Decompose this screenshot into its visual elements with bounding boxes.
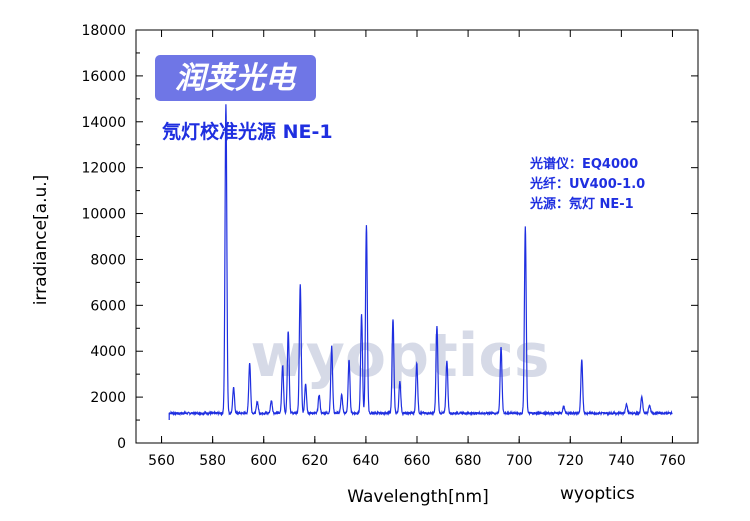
x-tick-label: 640	[353, 453, 380, 469]
x-axis-title: Wavelength[nm]	[347, 487, 488, 507]
x-tick-label: 760	[659, 453, 686, 469]
x-tick-label: 620	[301, 453, 328, 469]
y-tick-label: 2000	[90, 390, 126, 406]
info-line-fiber: 光纤：UV400-1.0	[529, 176, 645, 192]
y-tick-label: 6000	[90, 298, 126, 314]
x-tick-label: 680	[455, 453, 482, 469]
x-tick-label: 660	[404, 453, 431, 469]
y-tick-label: 14000	[81, 115, 126, 131]
y-tick-label: 8000	[90, 252, 126, 268]
x-tick-label: 740	[608, 453, 635, 469]
y-tick-label: 12000	[81, 161, 126, 177]
y-tick-label: 0	[117, 436, 126, 452]
info-line-spectrometer: 光谱仪：EQ4000	[529, 156, 638, 172]
y-tick-label: 4000	[90, 344, 126, 360]
axis-ticks: 560 580 600 620 640 660 680 700 720 740 760 0 2000 40…	[81, 23, 698, 469]
x-tick-label: 720	[557, 453, 584, 469]
info-line-source: 光源：氖灯 NE-1	[529, 196, 634, 212]
y-axis-title: irradiance[a.u.]	[31, 175, 51, 306]
x-tick-label: 600	[250, 453, 277, 469]
x-tick-label: 560	[148, 453, 175, 469]
logo-box	[155, 55, 316, 101]
logo-text: 润荚光电	[175, 61, 297, 96]
x-tick-label: 700	[506, 453, 533, 469]
spectrum-series-line	[168, 104, 673, 421]
y-tick-label: 10000	[81, 207, 126, 223]
y-tick-label: 16000	[81, 69, 126, 85]
watermark-text: wyoptics	[250, 321, 549, 391]
credit-text: wyoptics	[560, 484, 635, 504]
logo: 润荚光电	[155, 55, 316, 101]
chart-title: 氖灯校准光源 NE-1	[162, 120, 333, 143]
y-tick-label: 18000	[81, 23, 126, 39]
x-tick-label: 580	[199, 453, 226, 469]
